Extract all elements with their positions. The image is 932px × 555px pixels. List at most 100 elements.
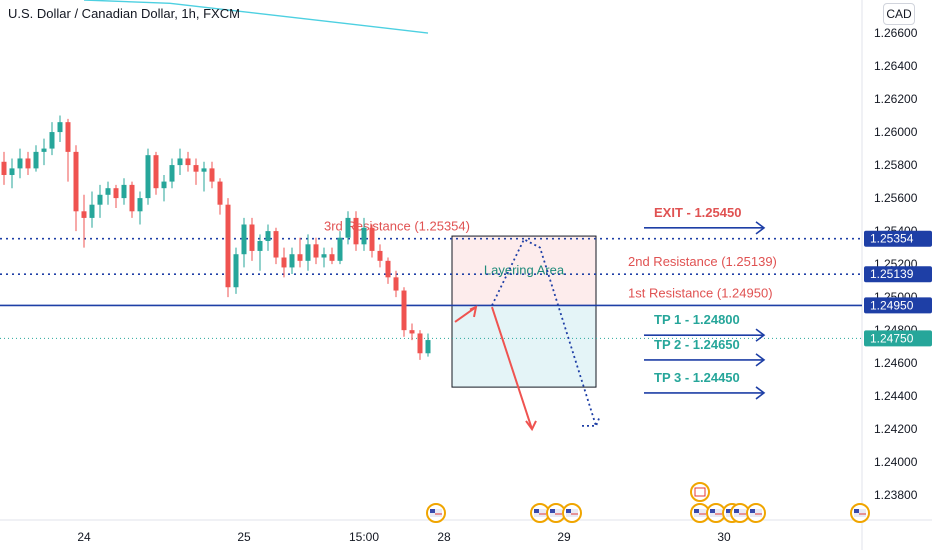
projection-arrow-head	[582, 415, 601, 427]
candle-body	[145, 155, 151, 199]
price-badge	[864, 230, 932, 247]
x-tick-label: 29	[557, 530, 571, 544]
y-tick-label: 1.23800	[874, 488, 918, 502]
candle-body	[249, 224, 255, 251]
x-tick-label: 24	[77, 530, 91, 544]
price-badge	[864, 266, 932, 283]
price-badge-text: 1.25139	[870, 267, 914, 281]
target-label: EXIT - 1.25450	[654, 205, 741, 220]
candle-body	[65, 122, 71, 152]
candle-body	[393, 277, 399, 291]
candle-body	[193, 165, 199, 172]
y-tick-label: 1.25800	[874, 158, 918, 172]
candle-body	[377, 250, 383, 261]
candle-body	[17, 158, 23, 169]
chart-title: U.S. Dollar / Canadian Dollar, 1h, FXCM	[8, 6, 240, 21]
us-flag-body	[534, 509, 546, 517]
candle-body	[185, 158, 191, 166]
y-tick-label: 1.26200	[874, 92, 918, 106]
candle-body	[81, 211, 87, 218]
candle-body	[305, 244, 311, 261]
level-label: 2nd Resistance (1.25139)	[628, 254, 777, 269]
candle-body	[137, 198, 143, 212]
us-flag-body	[430, 509, 442, 517]
candle-body	[97, 194, 103, 205]
candle-body	[169, 165, 175, 182]
target-arrow-head	[755, 221, 766, 235]
ema-line	[83, 0, 429, 34]
y-tick-label: 1.26400	[874, 59, 918, 73]
y-tick-label: 1.26000	[874, 125, 918, 139]
candle-body	[57, 122, 63, 133]
us-flag-canton	[854, 509, 859, 513]
price-badge-text: 1.24950	[870, 298, 914, 312]
y-tick-label: 1.26600	[874, 26, 918, 40]
candle-body	[33, 151, 39, 169]
candle-body	[233, 254, 239, 288]
candle-body	[121, 184, 127, 199]
candle-body	[241, 224, 247, 255]
candle-body	[417, 333, 423, 354]
y-tick-label: 1.24200	[874, 422, 918, 436]
level-label: 3rd Resistance (1.25354)	[324, 219, 470, 234]
us-flag-body	[750, 509, 762, 517]
target-arrow-head	[755, 353, 766, 367]
candle-body	[369, 227, 375, 251]
drop-arrow-head	[525, 420, 537, 432]
target-label: TP 1 - 1.24800	[654, 312, 740, 327]
us-flag-canton	[710, 509, 715, 513]
us-flag-canton	[750, 509, 755, 513]
candle-body	[337, 237, 343, 261]
candle-body	[217, 181, 223, 205]
us-flag-body	[566, 509, 578, 517]
candle-body	[177, 158, 183, 166]
price-badge	[864, 297, 932, 314]
x-tick-label: 25	[237, 530, 251, 544]
bounce-arrow-head	[469, 305, 478, 318]
candle-body	[361, 227, 367, 245]
candle-body	[161, 181, 167, 189]
candle-body	[225, 204, 231, 288]
us-flag-canton	[566, 509, 571, 513]
candle-body	[289, 254, 295, 268]
price-badge	[864, 330, 932, 347]
y-tick-label: 1.25600	[874, 191, 918, 205]
candle-body	[313, 244, 319, 258]
candle-body	[353, 217, 359, 245]
candle-body	[73, 151, 79, 212]
us-flag-body	[734, 509, 746, 517]
candle-body	[281, 257, 287, 268]
target-label: TP 2 - 1.24650	[654, 337, 740, 352]
candle-body	[425, 340, 431, 354]
target-arrow-head	[755, 328, 766, 342]
candle-body	[1, 161, 7, 175]
candle-body	[105, 188, 111, 195]
x-tick-label: 15:00	[349, 530, 379, 544]
candle-body	[297, 254, 303, 261]
us-flag-canton	[734, 509, 739, 513]
candle-body	[25, 158, 31, 169]
us-flag-body	[694, 509, 706, 517]
candle-body	[49, 132, 55, 149]
layering-area-label: Layering Area	[484, 263, 565, 278]
candle-body	[345, 217, 351, 238]
position-box-outline	[451, 235, 597, 388]
level-label: 1st Resistance (1.24950)	[628, 285, 773, 300]
candle-body	[385, 260, 391, 278]
candle-body	[41, 148, 47, 152]
us-flag-canton	[534, 509, 539, 513]
drop-arrow	[491, 306, 533, 430]
y-tick-label: 1.24000	[874, 455, 918, 469]
currency-button[interactable]: CAD	[883, 3, 915, 25]
candle-body	[257, 241, 263, 251]
price-badge-text: 1.24750	[870, 331, 914, 345]
candle-body	[409, 330, 415, 334]
us-flag-canton	[550, 509, 555, 513]
candle-body	[401, 290, 407, 331]
candle-body	[329, 254, 335, 261]
us-flag-canton	[726, 509, 731, 513]
candle-body	[273, 231, 279, 258]
candle-body	[265, 231, 271, 242]
